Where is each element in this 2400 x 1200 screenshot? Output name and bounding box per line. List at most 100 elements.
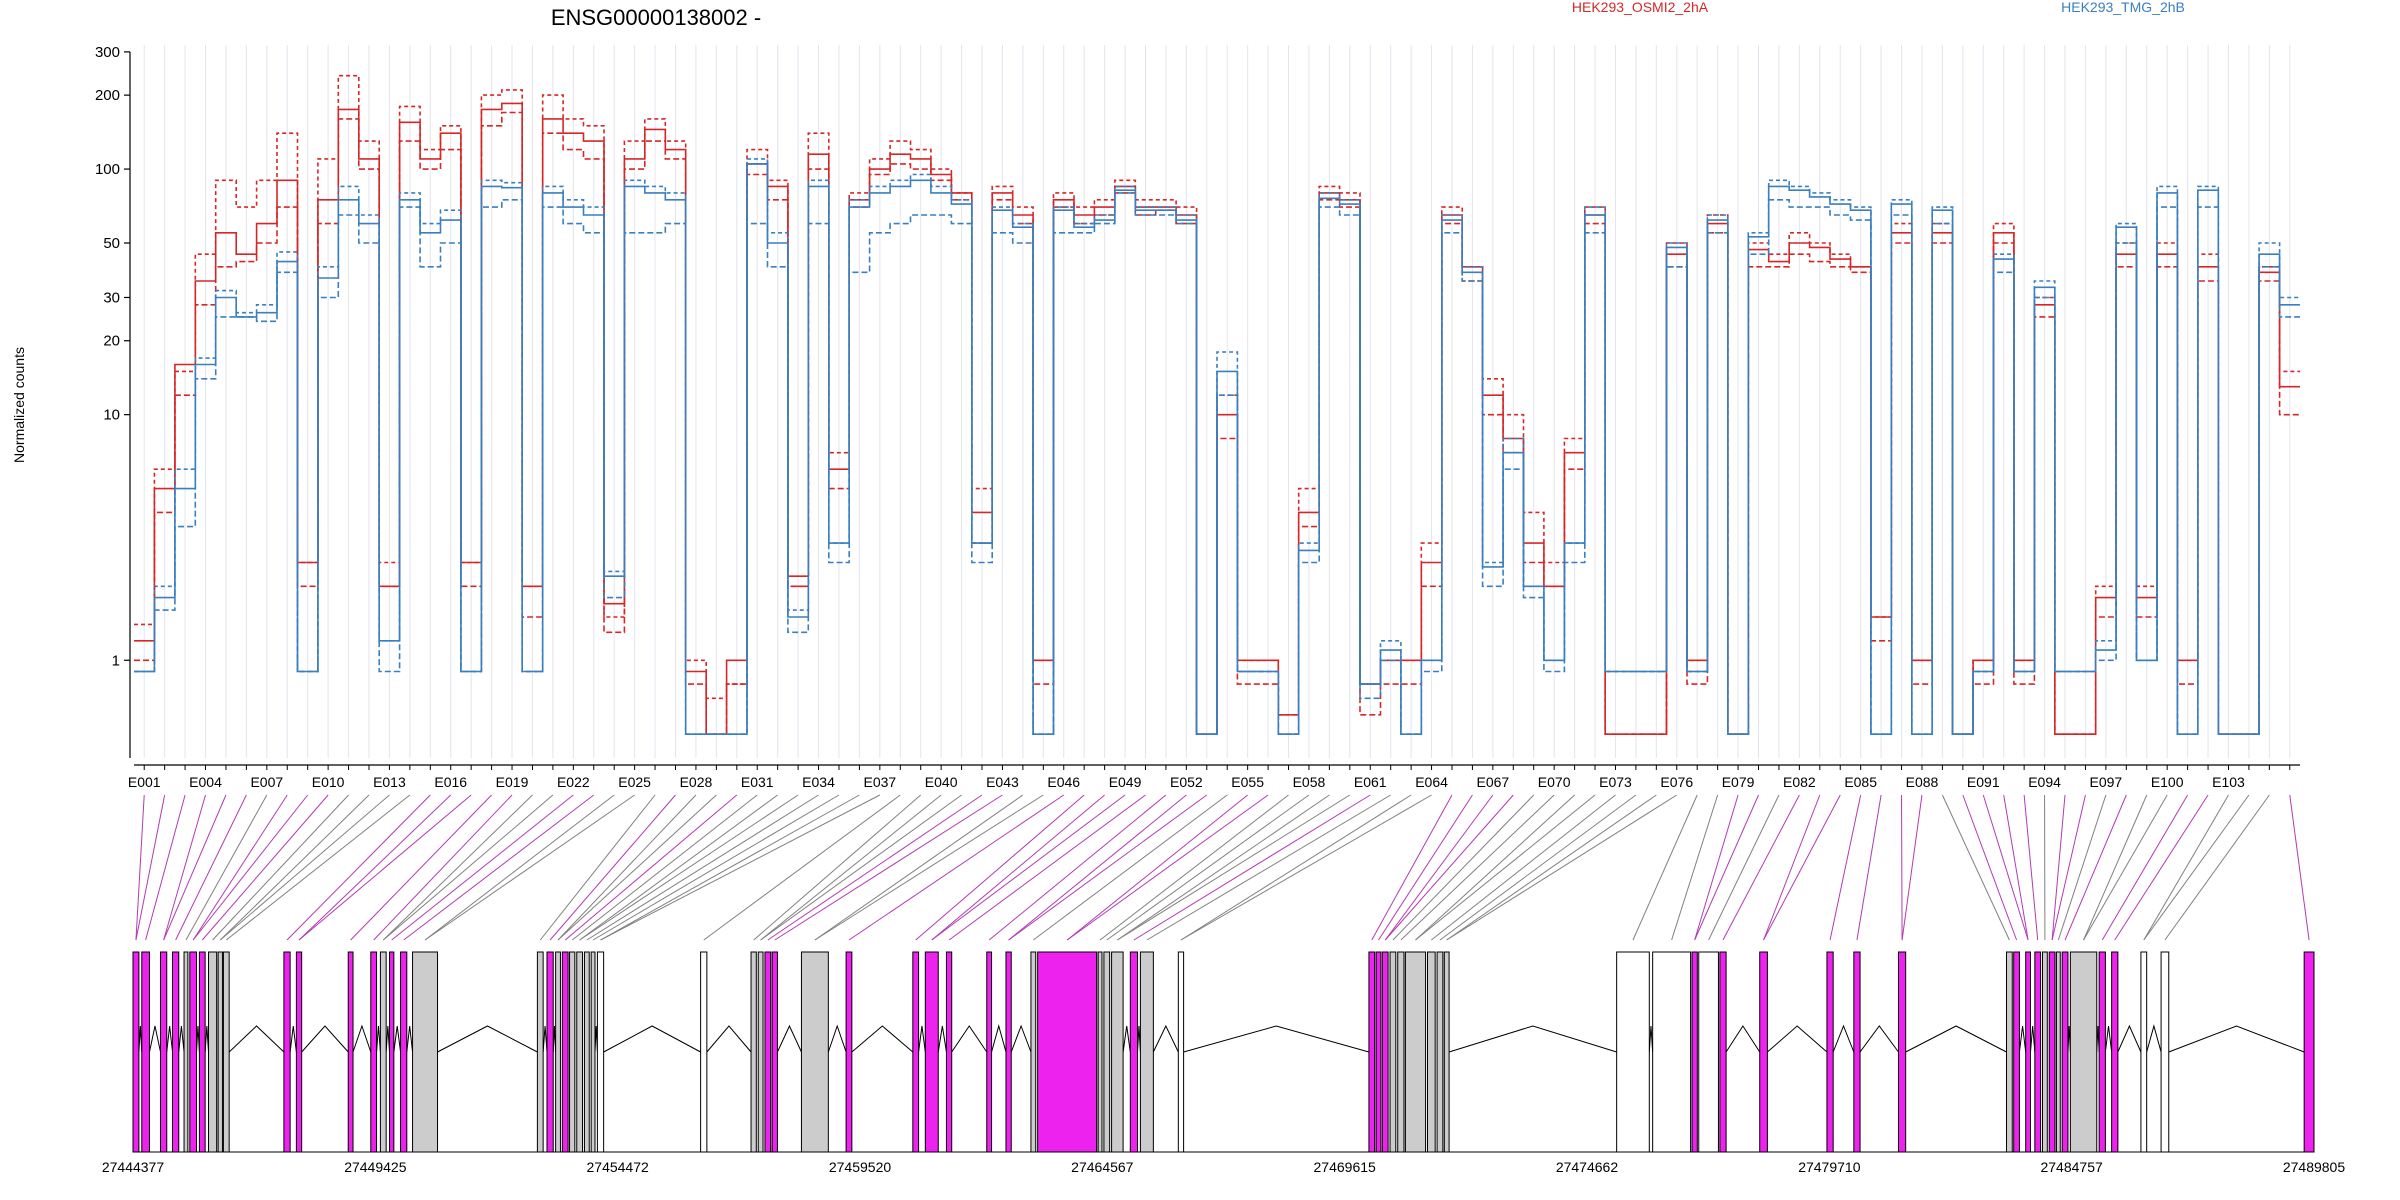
y-tick-label: 1: [112, 652, 120, 669]
intron-line: [2117, 1024, 2142, 1053]
genomic-tick-label: 27469615: [1314, 1159, 1377, 1175]
intron-line: [951, 1025, 988, 1053]
genomic-tick-label: 27459520: [829, 1159, 892, 1175]
exon-connector: [135, 794, 145, 941]
exon-block: [1389, 951, 1397, 1153]
y-tick-label: 20: [103, 333, 120, 350]
intron-line: [406, 1025, 414, 1053]
exon-connector: [2114, 794, 2209, 941]
exon-block: [2061, 951, 2069, 1153]
exon-connector: [2057, 794, 2107, 941]
x-tick-label: E061: [1354, 774, 1387, 790]
x-tick-label: E058: [1293, 774, 1326, 790]
exon-connector: [225, 794, 411, 941]
intron-line: [1152, 1024, 1179, 1053]
x-tick-label: E070: [1538, 774, 1571, 790]
exon-block: [1719, 951, 1727, 1153]
exon-block: [1037, 951, 1098, 1153]
intron-line: [2168, 1025, 2305, 1053]
intron-line: [2146, 1024, 2162, 1053]
exon-block: [347, 951, 354, 1153]
intron-line: [178, 1025, 185, 1053]
exon-connector: [2023, 794, 2039, 941]
exon-connector: [1384, 794, 1494, 941]
exon-connector: [1106, 794, 1310, 941]
x-tick-label: E010: [312, 774, 345, 790]
x-tick-label: E040: [925, 774, 958, 790]
exon-block: [1030, 951, 1037, 1153]
exon-connector: [192, 794, 309, 941]
exon-block: [576, 951, 584, 1153]
exon-connector: [1066, 794, 1269, 941]
x-tick-label: E043: [986, 774, 1019, 790]
exon-connector: [1632, 794, 1698, 941]
exon-connector: [1099, 794, 1289, 941]
x-tick-label: E082: [1783, 774, 1816, 790]
exon-connector: [760, 794, 942, 941]
x-tick-label: E091: [1967, 774, 2000, 790]
exon-block: [283, 951, 291, 1153]
exon-connector: [1400, 794, 1555, 941]
exon-connector: [1671, 794, 1719, 941]
exon-block: [590, 951, 596, 1153]
exon-block: [208, 951, 218, 1153]
x-tick-label: E004: [189, 774, 222, 790]
exon-connector: [1371, 794, 1453, 941]
intron-line: [991, 1024, 1007, 1053]
x-tick-label: E025: [618, 774, 651, 790]
exon-block: [1426, 951, 1436, 1153]
exon-connector: [753, 794, 922, 941]
exon-block: [379, 951, 387, 1153]
x-tick-label: E067: [1477, 774, 1510, 790]
intron-line: [2018, 1025, 2027, 1053]
series-line-5: [134, 192, 2300, 735]
intron-line: [1767, 1025, 1828, 1053]
exon-block: [1826, 951, 1834, 1153]
genomic-tick-label: 27474662: [1556, 1159, 1619, 1175]
exon-connector: [1384, 794, 1514, 941]
exon-connector: [848, 794, 1065, 941]
exon-connector: [1901, 794, 1903, 941]
x-tick-label: E019: [496, 774, 529, 790]
exon-connector: [915, 794, 1085, 941]
chart-title: ENSG00000138002 -: [551, 5, 761, 30]
exon-connector: [135, 794, 166, 941]
exon-connector: [2164, 794, 2270, 941]
exon-connector: [1901, 794, 1923, 941]
exon-block: [2005, 951, 2013, 1153]
exon-connector: [564, 794, 738, 941]
exon-block: [2111, 951, 2119, 1153]
intron-line: [937, 1025, 947, 1053]
exon-block: [1759, 951, 1768, 1153]
exon-connector: [1008, 794, 1208, 941]
exon-block: [1897, 951, 1907, 1153]
x-tick-label: E031: [741, 774, 774, 790]
exon-block: [2034, 951, 2042, 1153]
exon-connector: [298, 794, 452, 941]
exon-connector: [1763, 794, 1821, 941]
exon-connector: [424, 794, 615, 941]
gene-model: [132, 951, 2315, 1153]
exon-connector: [1033, 794, 1228, 941]
exon-block: [2055, 951, 2061, 1153]
x-tick-label: E103: [2212, 774, 2245, 790]
exon-connector: [1962, 794, 2018, 941]
exon-block: [546, 951, 554, 1153]
exon-connector: [1415, 794, 1575, 941]
x-tick-label: E064: [1415, 774, 1448, 790]
exon-block: [183, 951, 189, 1153]
intron-line: [385, 1025, 391, 1053]
exon-connector: [586, 794, 819, 941]
exon-block: [132, 951, 140, 1153]
exon-connector: [1941, 794, 2010, 941]
exon-block: [217, 951, 223, 1153]
exon-connector: [557, 794, 697, 941]
y-tick-label: 100: [95, 161, 120, 178]
intron-line: [289, 1025, 297, 1053]
exon-block: [1853, 951, 1861, 1153]
exon-block: [1652, 951, 1692, 1153]
exon-connector: [1117, 794, 1351, 941]
exon-connector: [1446, 794, 1678, 941]
x-tick-label: E034: [802, 774, 835, 790]
exon-connector: [600, 794, 881, 941]
